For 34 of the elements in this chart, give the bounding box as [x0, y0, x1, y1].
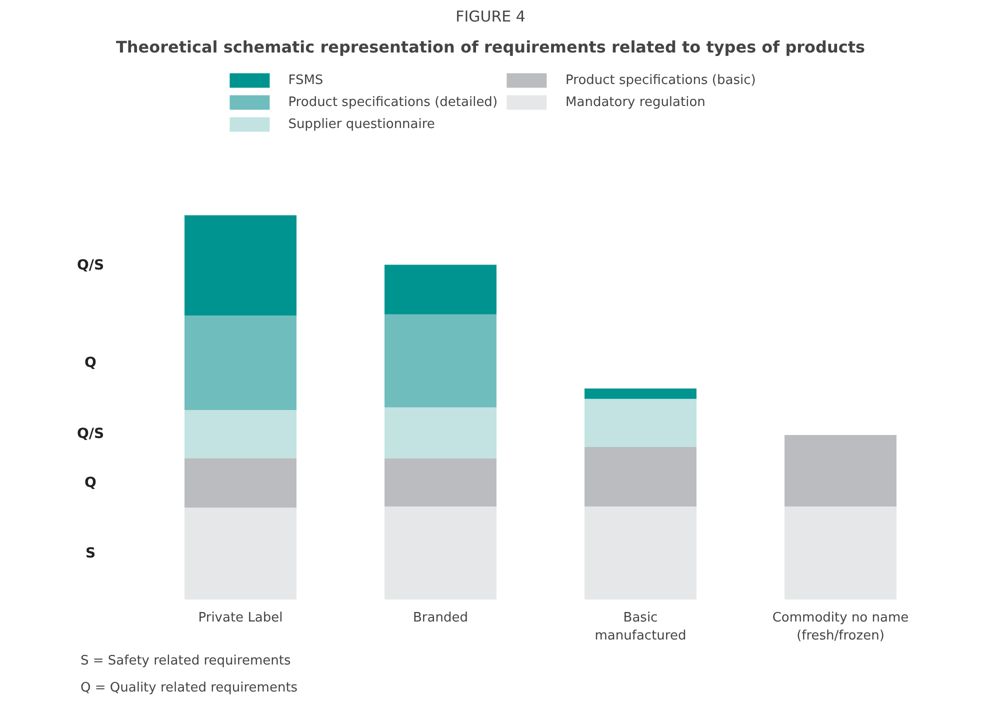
- legend-label: Product specifications (detailed): [288, 94, 498, 110]
- x-tick-label: Commodity no name (fresh/frozen): [772, 610, 909, 644]
- x-tick-label: Branded: [413, 610, 468, 626]
- chart-title: FIGURE 4: [456, 8, 526, 26]
- text: S = Safety related requirements: [80, 654, 291, 668]
- text: Q/S: [76, 257, 104, 274]
- bar: [184, 215, 296, 316]
- legend-label: Supplier questionnaire: [288, 116, 435, 132]
- bar: [384, 458, 496, 507]
- bar: [584, 446, 696, 507]
- legend-label: FSMS: [288, 72, 324, 88]
- bar: [584, 398, 696, 447]
- text: Q = Quality related requirements: [80, 680, 298, 696]
- bar: [184, 410, 296, 458]
- bar: [584, 388, 696, 399]
- bar: [184, 508, 296, 600]
- text: Q/S: [76, 426, 104, 442]
- bar: [584, 506, 696, 600]
- bar: [184, 316, 296, 410]
- legend-label: Mandatory regulation: [566, 94, 706, 110]
- x-tick-label: Private Label: [198, 610, 283, 626]
- legend-label: Product specifications (basic): [566, 72, 756, 88]
- text: Q: [84, 354, 97, 371]
- x-tick-label: Basic manufactured: [594, 610, 686, 644]
- bar: [784, 435, 896, 507]
- text: Q: [84, 474, 97, 491]
- bar: [384, 506, 496, 600]
- bar: [384, 407, 496, 458]
- chart-subtitle: Theoretical schematic representation of requirements related to types of products: [116, 38, 866, 56]
- bar: [384, 264, 496, 314]
- bar: [384, 314, 496, 408]
- bar: [184, 458, 296, 508]
- text: S: [85, 546, 96, 562]
- bar: [784, 506, 896, 600]
